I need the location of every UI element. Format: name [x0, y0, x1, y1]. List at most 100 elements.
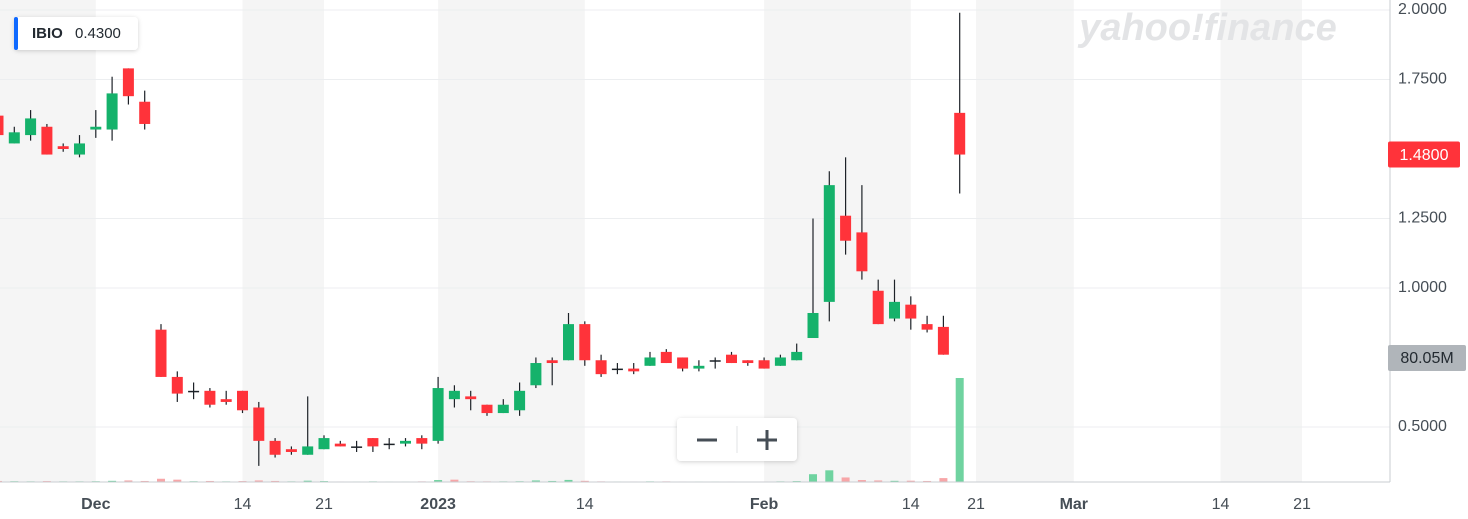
- candle-body: [807, 312, 819, 339]
- zoom-in-button[interactable]: [737, 418, 797, 461]
- candle-body: [383, 443, 395, 446]
- candle-body: [139, 101, 151, 124]
- candle-body: [204, 390, 216, 405]
- candle-body: [400, 440, 411, 444]
- volume-bar: [906, 480, 915, 482]
- period-band: [1220, 0, 1302, 482]
- candle-body: [546, 360, 558, 364]
- x-tick-label: 21: [967, 496, 985, 513]
- background-bands: [0, 0, 1302, 482]
- candle-body: [448, 390, 460, 400]
- x-tick-label: 14: [1212, 496, 1230, 513]
- volume-bar: [564, 479, 573, 482]
- candles: [0, 12, 966, 466]
- period-band: [242, 0, 324, 482]
- volume-bar: [548, 480, 557, 482]
- candle-body: [709, 360, 721, 362]
- candle-body: [57, 146, 69, 149]
- candle-body: [465, 396, 477, 400]
- candle-body: [155, 329, 167, 377]
- volume-bar: [841, 477, 850, 482]
- candle-body: [497, 404, 509, 414]
- volume-bar: [874, 480, 883, 482]
- watermark: yahoo!finance: [1077, 7, 1337, 49]
- volume-bar: [955, 378, 964, 482]
- zoom-controls: [677, 418, 797, 461]
- candle-body: [8, 132, 20, 144]
- candle-body: [351, 446, 363, 448]
- x-tick-label: Dec: [81, 496, 110, 513]
- price-badge-label: 1.4800: [1400, 147, 1449, 164]
- legend-symbol: IBIO: [32, 25, 63, 42]
- candle-body: [318, 438, 330, 450]
- legend: IBIO 0.4300: [14, 17, 138, 50]
- volume-bar: [890, 480, 899, 482]
- volume-bar: [434, 480, 443, 482]
- candle-body: [514, 390, 526, 411]
- candle-body: [889, 301, 900, 319]
- zoom-out-button[interactable]: [677, 418, 737, 461]
- candle-body: [693, 365, 705, 369]
- candle-body: [285, 449, 297, 452]
- candle-body: [171, 376, 183, 394]
- candle-body: [90, 126, 102, 130]
- candle-body: [611, 368, 623, 371]
- candle-body: [644, 357, 656, 366]
- grid: [0, 9, 1390, 428]
- x-tick-label: 14: [576, 496, 594, 513]
- volume-bar: [254, 480, 263, 482]
- volume-bar: [531, 480, 540, 482]
- candle-body: [937, 326, 949, 355]
- volume-bar: [857, 480, 866, 482]
- candle-body: [774, 357, 786, 366]
- candle-body: [595, 360, 607, 375]
- candle-body: [628, 368, 640, 372]
- y-tick-label: 2.0000: [1398, 1, 1447, 18]
- volume-bar: [271, 480, 280, 482]
- candle-body: [302, 446, 314, 455]
- candle-body: [742, 360, 754, 364]
- candle-body: [367, 438, 379, 447]
- volume-bar: [173, 479, 182, 482]
- badges: 1.4800 80.05M: [1388, 141, 1466, 371]
- volume-bar: [124, 480, 133, 482]
- candle-body: [677, 357, 689, 369]
- candle-body: [253, 407, 265, 441]
- candle-body: [954, 112, 966, 155]
- candle-body: [758, 360, 770, 369]
- candle-body: [530, 363, 542, 386]
- candle-body: [823, 185, 835, 302]
- volume-bar: [825, 470, 834, 482]
- period-band: [438, 0, 585, 482]
- y-tick-label: 0.5000: [1398, 418, 1447, 435]
- y-tick-label: 1.7500: [1398, 71, 1447, 88]
- x-tick-label: 21: [315, 496, 333, 513]
- candle-body: [660, 351, 672, 364]
- candle-body: [269, 440, 281, 455]
- x-tick-label: Mar: [1060, 496, 1088, 513]
- candle-body: [921, 324, 933, 330]
- candle-body: [106, 93, 118, 130]
- volume-bar: [140, 480, 149, 482]
- volume-bar: [580, 480, 589, 482]
- volume-bar: [809, 474, 817, 482]
- volume-bar: [303, 480, 312, 482]
- candle-body: [0, 115, 4, 136]
- x-tick-label: 14: [902, 496, 920, 513]
- volume-bar: [157, 478, 165, 482]
- candle-body: [432, 388, 444, 441]
- volume-badge: [1388, 345, 1466, 371]
- period-band: [976, 0, 1074, 482]
- candle-body: [481, 404, 493, 414]
- candle-body: [74, 143, 85, 155]
- x-tick-label: 14: [234, 496, 252, 513]
- candle-body: [416, 438, 428, 444]
- legend-box: [14, 17, 138, 50]
- x-tick-label: 2023: [420, 496, 456, 513]
- candle-body: [840, 215, 852, 241]
- period-band: [0, 0, 96, 482]
- volume-badge-label: 80.05M: [1400, 350, 1453, 367]
- y-tick-label: 1.2500: [1398, 210, 1447, 227]
